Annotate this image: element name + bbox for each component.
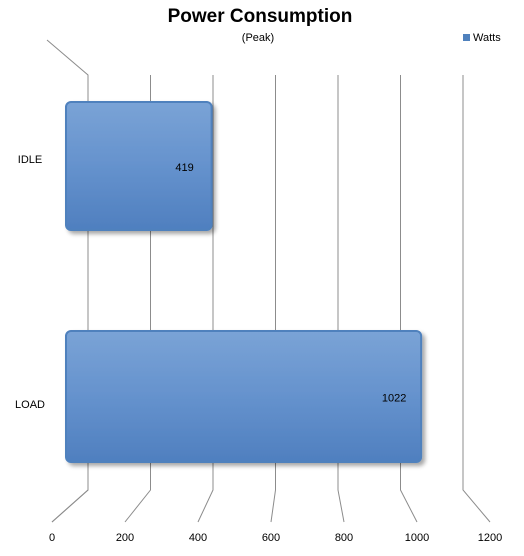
legend-label: Watts bbox=[473, 32, 501, 44]
grid bbox=[51, 75, 491, 523]
x-tick-label: 0 bbox=[49, 532, 55, 544]
bar bbox=[65, 330, 423, 463]
x-tick-label: 600 bbox=[262, 532, 280, 544]
legend-swatch bbox=[463, 34, 470, 41]
x-tick-label: 400 bbox=[189, 532, 207, 544]
x-tick-label: 1000 bbox=[405, 532, 429, 544]
y-tick-label: IDLE bbox=[18, 154, 42, 166]
x-tick-label: 200 bbox=[116, 532, 134, 544]
grid-line bbox=[462, 75, 491, 523]
chart-subtitle: (Peak) bbox=[242, 32, 274, 44]
grid-line bbox=[270, 75, 276, 523]
x-tick-label: 800 bbox=[335, 532, 353, 544]
bar bbox=[65, 101, 213, 231]
bars bbox=[65, 101, 423, 463]
grid-line bbox=[197, 75, 214, 523]
grid-line bbox=[400, 75, 418, 523]
y-tick-label: LOAD bbox=[15, 399, 45, 411]
value-label: 1022 bbox=[382, 392, 406, 404]
chart-title: Power Consumption bbox=[168, 6, 353, 27]
value-label: 419 bbox=[175, 162, 193, 174]
labels: 0 200 400 600 800 1000 1200 IDLE 419 LOAD 1022 Watt… bbox=[15, 32, 502, 544]
grid-line bbox=[337, 75, 345, 523]
x-tick-label: 1200 bbox=[478, 532, 502, 544]
